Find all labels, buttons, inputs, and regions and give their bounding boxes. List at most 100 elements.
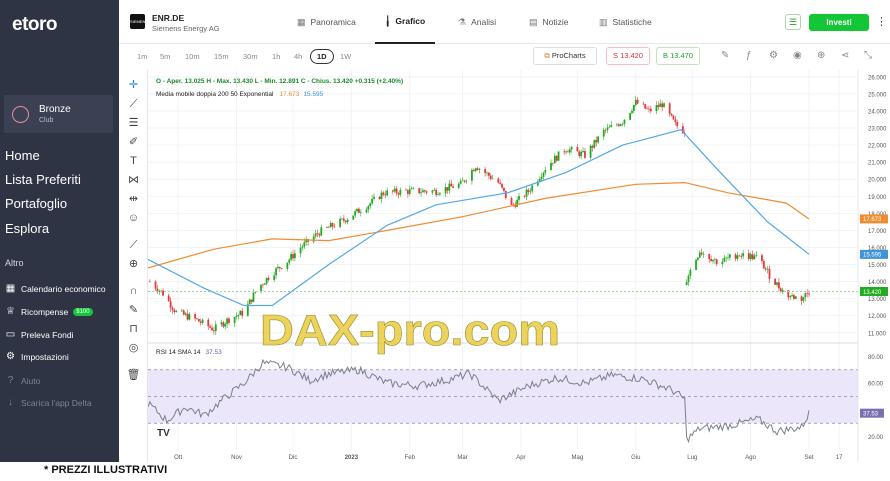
candle-body: [736, 255, 739, 259]
price-tick: 21.000: [868, 161, 887, 167]
timeframe-15m[interactable]: 15m: [214, 52, 229, 61]
tab-chart[interactable]: ╽ Grafico: [375, 0, 436, 44]
candle-body: [540, 177, 543, 179]
indicators-icon[interactable]: ƒ: [746, 50, 752, 61]
emoji-icon[interactable]: ☺: [127, 212, 140, 224]
candle-body: [288, 259, 291, 263]
ma-50-legend-value: 15.595: [303, 91, 323, 98]
candle-body: [570, 147, 573, 150]
camera-icon[interactable]: ◉: [793, 50, 802, 61]
time-tick: Nov: [231, 455, 242, 461]
timeframe-1m[interactable]: 1m: [137, 52, 148, 61]
candle-body: [516, 199, 519, 207]
nav-sub-label: Calendario economico: [21, 283, 106, 294]
nav-help[interactable]: ? Aiuto: [5, 375, 41, 386]
trendline-icon[interactable]: ⟋: [129, 98, 138, 110]
nav-economic-calendar[interactable]: ▦ Calendario economico: [5, 283, 106, 294]
timeframe-1d[interactable]: 1D: [310, 49, 334, 64]
candle-body: [437, 194, 439, 196]
share-icon[interactable]: ⋖: [841, 50, 850, 61]
nav-explore[interactable]: Esplora: [5, 221, 50, 236]
magnet-icon[interactable]: ∩: [129, 285, 138, 297]
fib-retracement-icon[interactable]: ☰: [128, 117, 139, 129]
trash-icon[interactable]: 🗑: [126, 369, 141, 381]
section-label-other: Altro: [5, 258, 24, 268]
tab-analysis[interactable]: ⚗ Analisi: [458, 0, 496, 44]
candle-body: [712, 259, 714, 262]
ma-200-line: [148, 181, 810, 269]
sell-button[interactable]: S 13.420: [606, 47, 650, 65]
tab-statistics[interactable]: ▥ Statistiche: [599, 0, 652, 44]
timeframe-30m[interactable]: 30m: [243, 52, 258, 61]
procharts-button[interactable]: ⧉ ProCharts: [533, 47, 597, 65]
lock-icon[interactable]: ⊓: [129, 323, 138, 335]
nav-withdraw[interactable]: ▭ Preleva Fondi: [5, 329, 74, 340]
candle-body: [201, 319, 204, 323]
timeframe-1h[interactable]: 1h: [272, 52, 281, 61]
candle-body: [514, 204, 517, 207]
timeframe-4h[interactable]: 4h: [294, 52, 303, 61]
candle-body: [452, 186, 454, 188]
rsi-tick: 20.00: [868, 435, 884, 441]
ma-legend-label: Media mobile doppia 200 50 Exponential: [156, 91, 274, 98]
list-icon[interactable]: ☰: [785, 14, 801, 30]
text-tool-icon[interactable]: T: [130, 155, 137, 167]
candle-body: [194, 314, 196, 319]
stats-icon: ▥: [599, 16, 608, 27]
buy-button[interactable]: B 13.470: [656, 47, 700, 65]
gear-icon: ⚙: [6, 351, 15, 362]
nav-sub-label: Ricompense: [21, 306, 69, 317]
candle-body: [608, 126, 611, 128]
tab-news[interactable]: ▤ Notizie: [529, 0, 569, 44]
nav-rewards[interactable]: ♕ Ricompense $100: [5, 306, 93, 317]
tab-overview[interactable]: ▦ Panoramica: [297, 0, 356, 44]
nav-download-app[interactable]: ↓ Scarica l'app Delta: [5, 397, 92, 408]
candle-body: [391, 190, 394, 192]
pattern-icon[interactable]: ⋈: [128, 174, 139, 186]
candle-body: [199, 321, 202, 323]
candle-body: [352, 215, 355, 220]
lock-draw-icon[interactable]: ✎: [128, 304, 139, 316]
candle-body: [632, 105, 635, 111]
candle-body: [299, 247, 302, 254]
timeframe-5m[interactable]: 5m: [160, 52, 171, 61]
candle-body: [292, 254, 294, 259]
candle-body: [399, 189, 402, 195]
candle-body: [749, 254, 752, 259]
crosshair-icon[interactable]: ✛: [128, 79, 139, 91]
invest-button[interactable]: Investi: [809, 14, 869, 31]
candle-body: [214, 324, 217, 332]
zoom-icon[interactable]: ⊕: [128, 258, 139, 270]
collapse-icon[interactable]: ⤡: [864, 50, 872, 61]
zoom-in-icon[interactable]: ⊕: [817, 50, 826, 61]
candle-body: [408, 189, 411, 194]
candle-body: [446, 187, 449, 191]
price-tick: 23.000: [868, 127, 887, 133]
candle-body: [320, 227, 323, 236]
candle-body: [518, 196, 520, 200]
draw-icon[interactable]: ✎: [721, 50, 730, 61]
candle-body: [523, 196, 526, 197]
candle-body: [708, 253, 711, 260]
timeframe-1w[interactable]: 1W: [340, 52, 352, 61]
eye-icon[interactable]: ◎: [128, 342, 139, 354]
candle-body: [233, 317, 236, 323]
more-options-icon[interactable]: ⋮: [876, 16, 887, 28]
candle-body: [386, 190, 389, 196]
forecast-icon[interactable]: ⇹: [128, 193, 139, 205]
price-chart[interactable]: 26.000 25.000 24.000 23.000 22.000 21.000 20.0…: [148, 70, 890, 462]
candle-body: [265, 277, 268, 284]
ruler-icon[interactable]: ⟋: [129, 239, 138, 251]
club-card[interactable]: Bronze Club: [4, 95, 113, 133]
nav-settings[interactable]: ⚙ Impostazioni: [5, 351, 69, 362]
settings-icon[interactable]: ⚙: [769, 50, 778, 61]
brush-icon[interactable]: ✐: [128, 136, 139, 148]
timeframe-10m[interactable]: 10m: [185, 52, 200, 61]
candle-body: [209, 326, 212, 328]
nav-portfolio[interactable]: Portafoglio: [5, 196, 68, 211]
candle-body: [729, 254, 731, 258]
candle-body: [649, 108, 652, 112]
nav-home[interactable]: Home: [5, 148, 40, 163]
candle-body: [557, 151, 560, 161]
nav-watchlist[interactable]: Lista Preferiti: [5, 172, 81, 187]
